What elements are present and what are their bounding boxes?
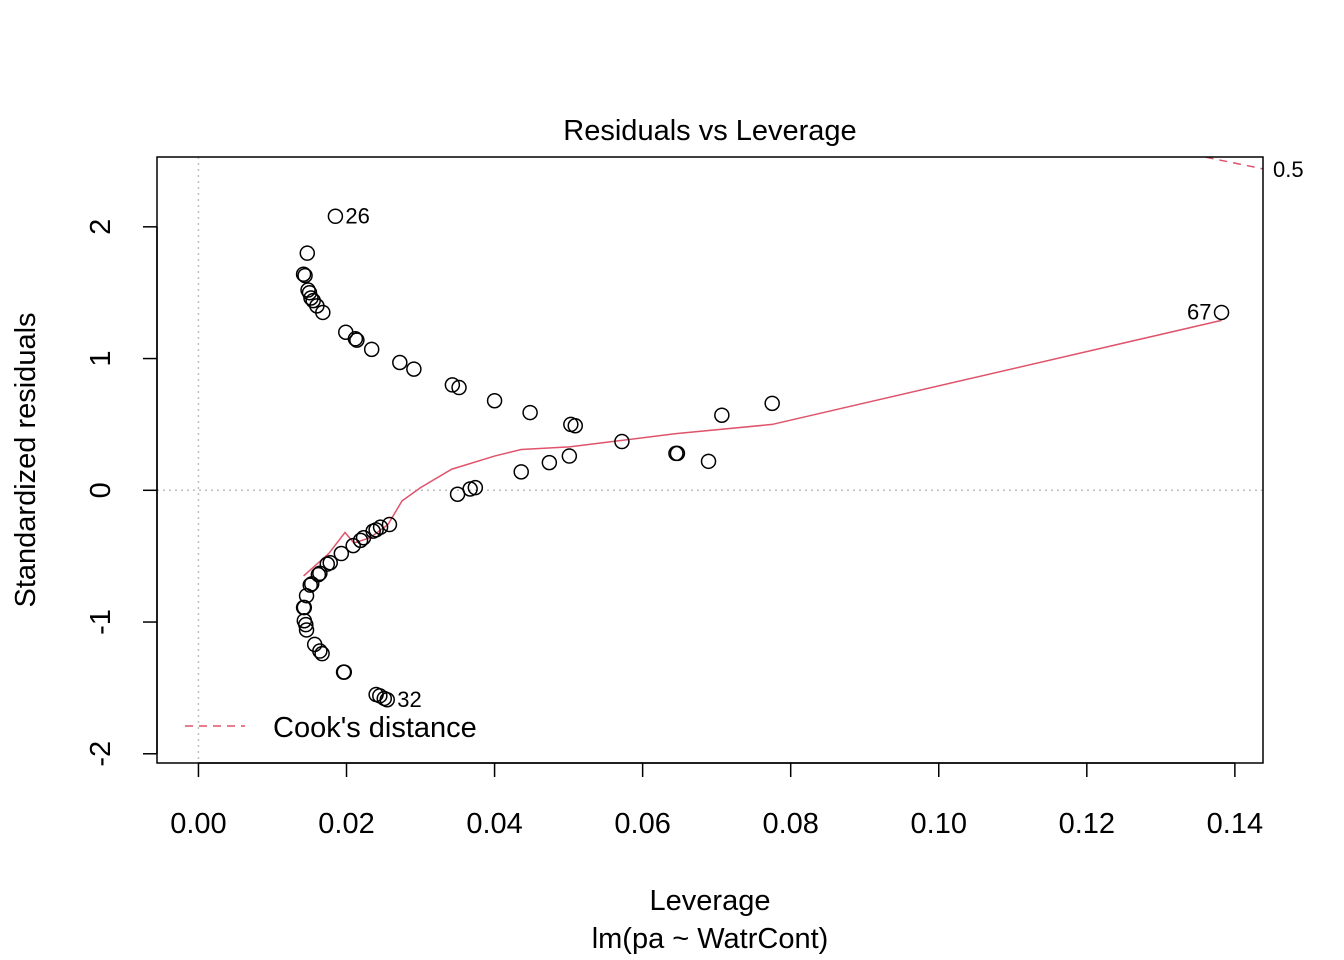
y-tick-label: 2: [85, 219, 117, 235]
y-tick-label: 0: [85, 482, 117, 498]
data-point: [764, 395, 780, 412]
data-point: [669, 445, 686, 462]
x-tick-label: 0.02: [318, 808, 374, 840]
y-tick-label: -1: [85, 609, 117, 635]
model-formula-label: lm(pa ~ WatrCont): [592, 923, 829, 955]
data-point: [302, 577, 318, 593]
smooth-line: [303, 319, 1222, 577]
point-labels: 26 67 32: [345, 203, 1211, 711]
data-point: [372, 688, 388, 704]
data-point: [336, 664, 353, 680]
data-point: [295, 266, 312, 282]
data-point: [513, 464, 529, 480]
x-tick-label: 0.14: [1207, 808, 1263, 840]
data-point: [314, 645, 330, 662]
data-point: [379, 692, 395, 708]
data-point: [486, 392, 503, 409]
y-tick-label: 1: [85, 350, 117, 366]
data-point: [1213, 304, 1230, 321]
plot-frame: [156, 156, 1264, 764]
data-point: [298, 587, 315, 604]
legend: Cook's distance: [185, 712, 477, 744]
legend-label: Cook's distance: [273, 712, 477, 744]
data-point: [298, 616, 314, 633]
data-point: [700, 453, 717, 470]
data-point: [561, 448, 578, 464]
data-point: [347, 331, 364, 347]
data-point: [295, 599, 312, 616]
data-point: [349, 332, 365, 348]
data-point: [449, 486, 466, 503]
x-tick-label: 0.00: [170, 808, 226, 840]
data-point: [444, 377, 461, 393]
data-point: [345, 537, 361, 554]
data-point: [406, 361, 422, 377]
smooth-line-group: [303, 319, 1222, 577]
data-point: [451, 379, 467, 396]
data-point: [297, 267, 313, 284]
data-point: [522, 404, 538, 421]
point-label: 67: [1187, 299, 1211, 324]
data-point: [363, 341, 380, 358]
x-tick-label: 0.06: [614, 808, 670, 840]
x-axis-label: Leverage: [650, 885, 771, 917]
y-axis: -2 -1 0 1 2: [85, 219, 158, 767]
data-point: [312, 643, 328, 659]
point-label: 26: [345, 203, 369, 228]
data-point: [372, 519, 389, 535]
data-point: [305, 292, 321, 309]
data-point: [333, 545, 350, 562]
data-point: [298, 622, 315, 638]
y-axis-label: Standardized residuals: [10, 312, 42, 607]
reference-lines: [157, 157, 1263, 763]
y-tick-label: -2: [85, 741, 117, 767]
x-tick-label: 0.10: [911, 808, 967, 840]
data-point: [614, 433, 630, 450]
data-point: [355, 529, 372, 546]
data-points: [295, 208, 1230, 708]
x-axis: 0.00 0.02 0.04 0.06 0.08 0.10 0.12 0.14: [170, 762, 1263, 840]
x-tick-label: 0.08: [762, 808, 818, 840]
x-tick-label: 0.04: [466, 808, 522, 840]
data-point: [714, 407, 730, 423]
cooks-contour-line: [1201, 157, 1263, 170]
data-point: [541, 454, 558, 471]
cooks-distance-contour: [1201, 157, 1263, 170]
cooks-contour-label: 0.5: [1273, 157, 1304, 182]
data-point: [312, 565, 328, 582]
data-point: [315, 304, 331, 321]
data-point: [567, 417, 584, 434]
data-point: [303, 290, 319, 306]
chart-title: Residuals vs Leverage: [563, 115, 856, 147]
data-point: [381, 516, 398, 533]
data-point: [299, 245, 316, 261]
point-label: 32: [397, 687, 421, 712]
data-point: [392, 354, 408, 371]
data-point: [327, 208, 344, 225]
x-tick-label: 0.12: [1059, 808, 1115, 840]
